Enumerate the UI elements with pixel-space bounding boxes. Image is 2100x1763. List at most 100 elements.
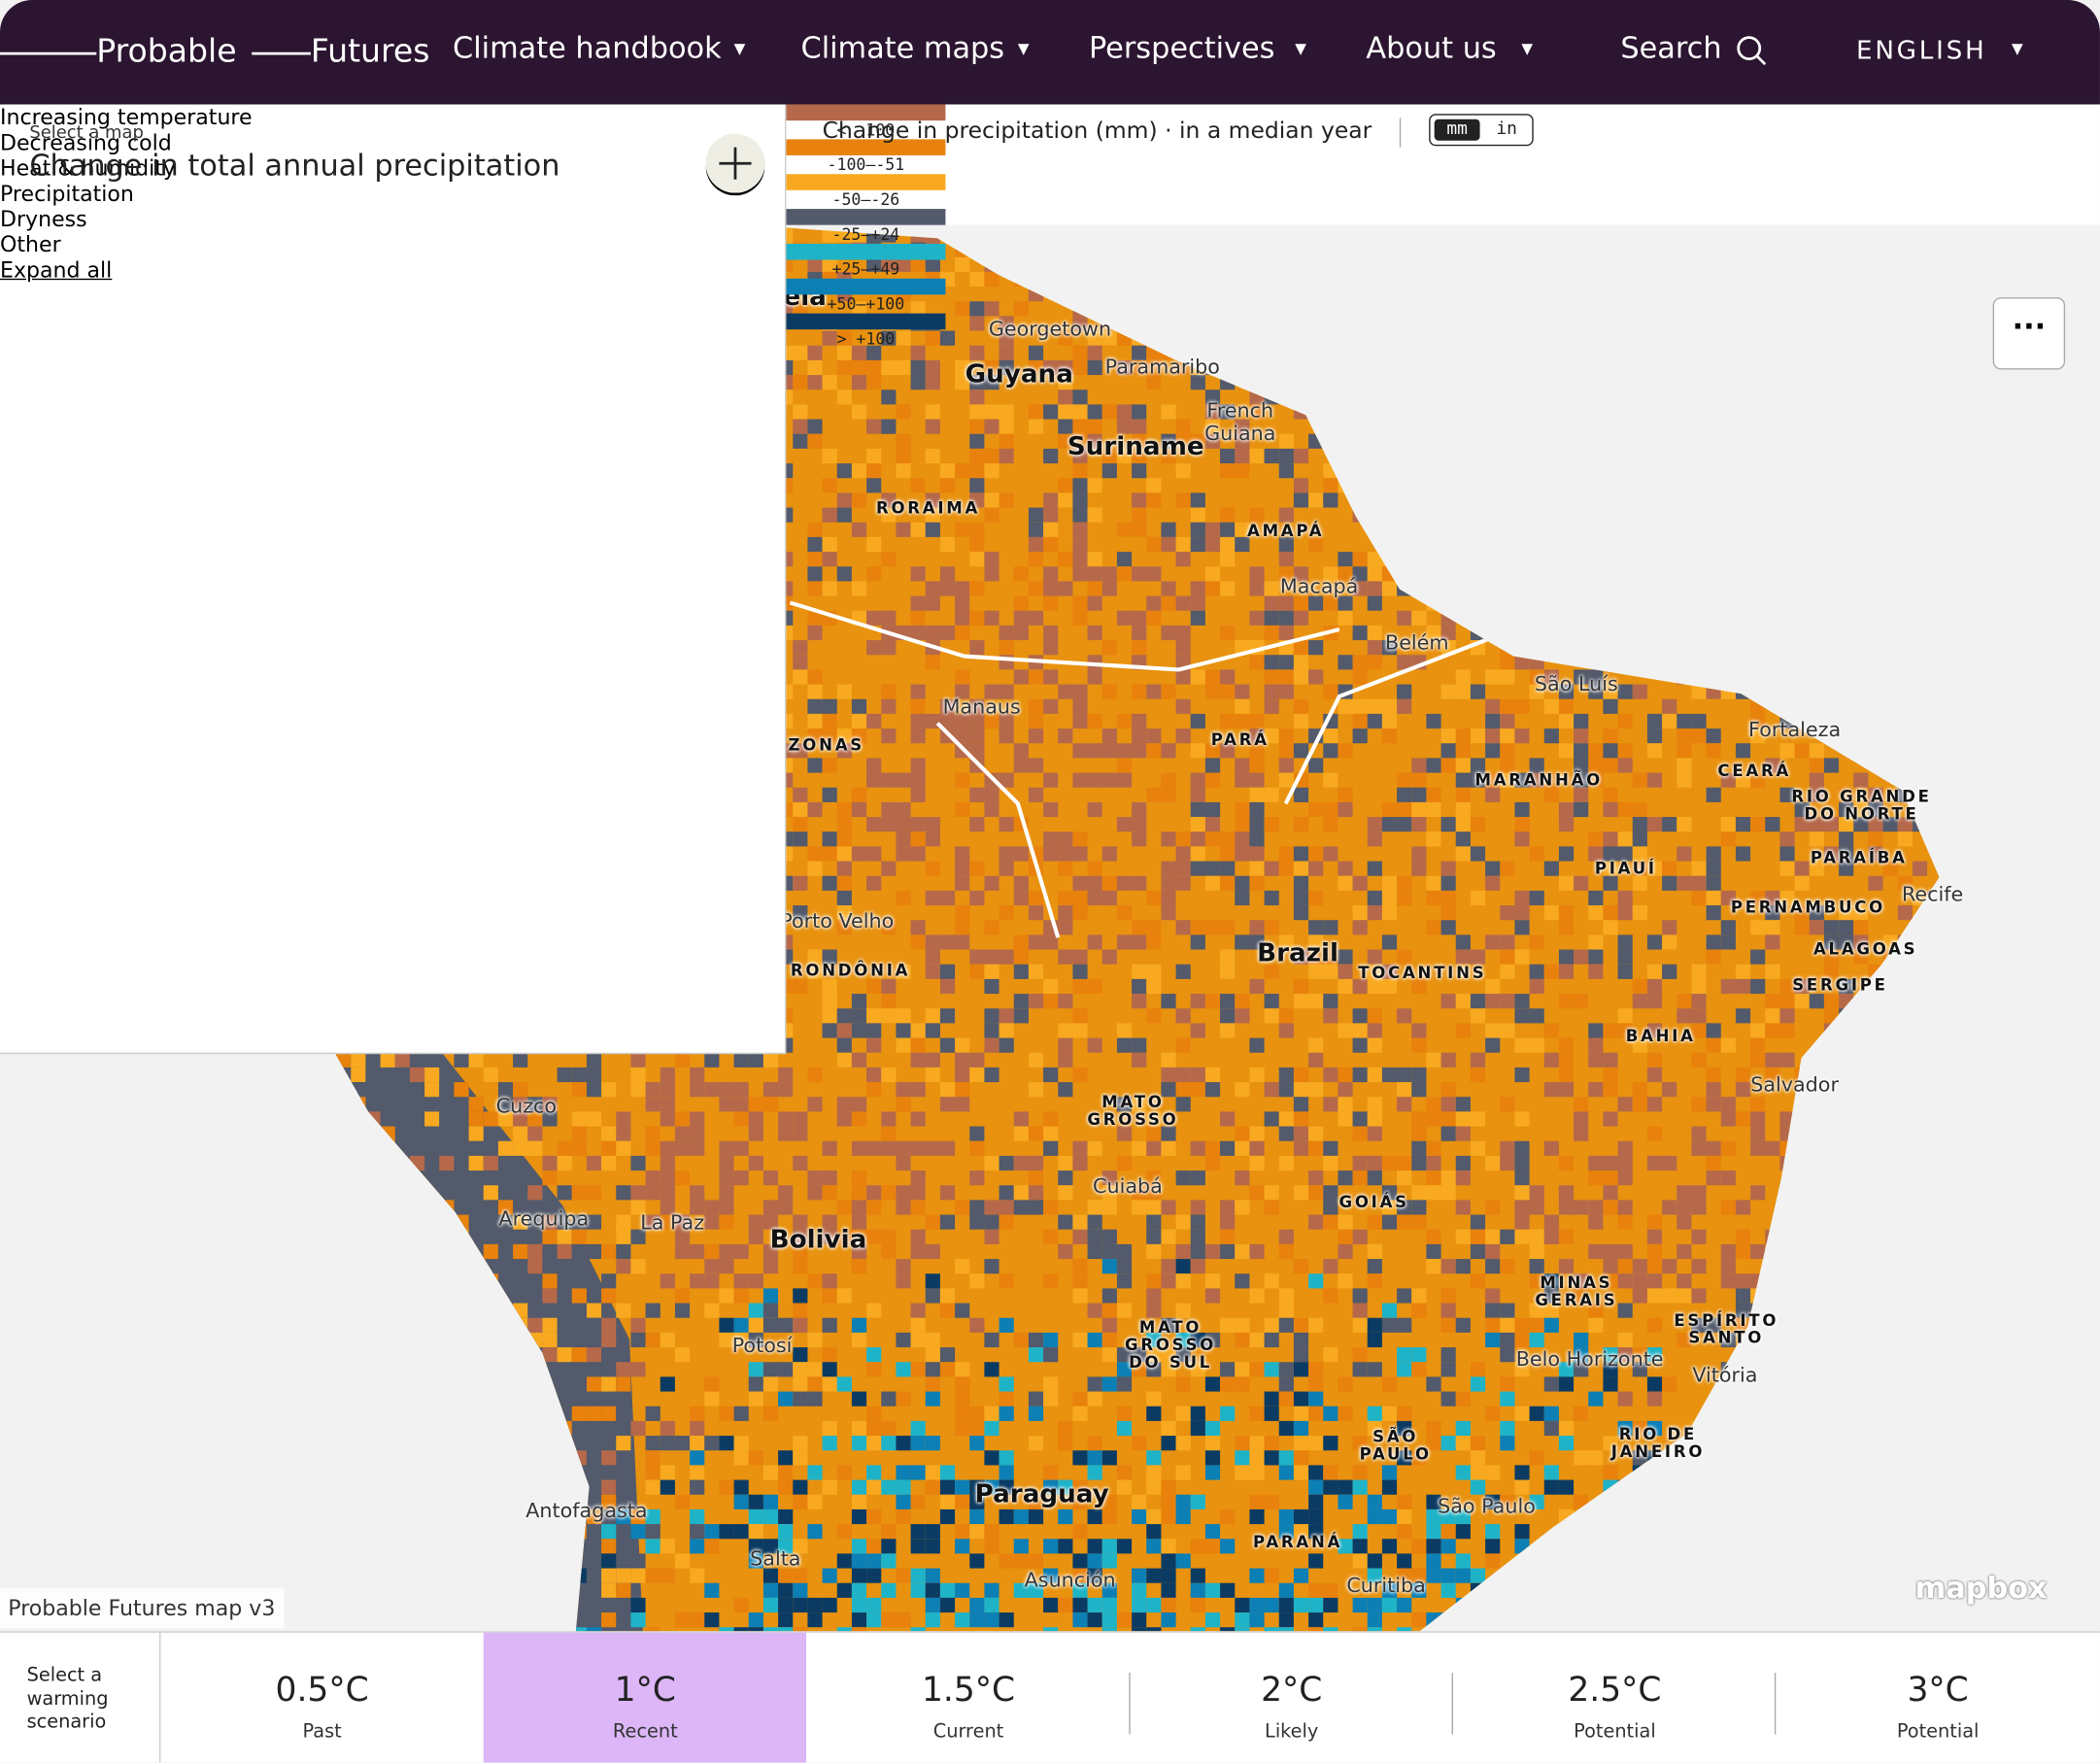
pixel — [1204, 581, 1221, 596]
pixel — [1278, 448, 1294, 464]
pixel — [999, 359, 1014, 376]
pixel — [1116, 610, 1133, 626]
pixel — [1132, 522, 1147, 537]
search-icon[interactable] — [1736, 35, 1768, 67]
pixel — [1043, 492, 1059, 508]
pixel — [1072, 345, 1088, 360]
pixel — [1072, 316, 1088, 331]
scenario-value: 2°C — [1261, 1670, 1323, 1710]
legend-swatch — [786, 209, 946, 225]
pixel — [925, 492, 940, 508]
map-label: PARÁ — [1210, 730, 1270, 750]
legend-label: -25–+24 — [831, 224, 900, 244]
map-label: PARANÁ — [1252, 1532, 1343, 1552]
caret: ▼ — [1521, 40, 1533, 58]
nav-item[interactable]: About us — [1366, 32, 1497, 66]
pixel — [822, 507, 837, 523]
language[interactable]: ENGLISH — [1856, 36, 1987, 66]
pixel — [1190, 375, 1205, 390]
scenario-option[interactable]: 0.5°C Past — [160, 1633, 483, 1763]
legend-label: -50–-26 — [831, 189, 900, 210]
pixel — [955, 581, 970, 596]
map-label: Asunción — [1024, 1568, 1116, 1593]
pixel — [1058, 330, 1073, 346]
pixel — [1249, 566, 1265, 582]
pixel — [1043, 404, 1059, 420]
search[interactable]: Search — [1620, 32, 1722, 66]
pixel — [1132, 625, 1147, 641]
map-label: AMAPÁ — [1247, 521, 1325, 541]
pixel — [1072, 463, 1088, 479]
caret: ▼ — [2011, 40, 2023, 58]
pixel — [1293, 448, 1309, 464]
scenario-option[interactable]: 1°C Recent — [484, 1632, 807, 1763]
map-label: Guyana — [965, 359, 1073, 390]
pixel — [1116, 419, 1133, 434]
category-row[interactable]: Precipitation — [0, 133, 785, 207]
pixel — [1175, 552, 1191, 567]
pixel — [969, 492, 985, 508]
nav-item[interactable]: Perspectives — [1088, 32, 1275, 66]
scenario-option[interactable]: 3°C Potential — [1777, 1633, 2099, 1763]
pixel — [925, 581, 940, 596]
scenario-option[interactable]: 1.5°C Current — [807, 1633, 1131, 1763]
attribution: Probable Futures map v3 — [0, 1588, 284, 1629]
expand-button[interactable] — [705, 133, 765, 193]
selected-map[interactable]: Change in total annual precipitation — [29, 150, 560, 184]
pixel — [896, 404, 911, 420]
pixel — [939, 625, 956, 641]
pixel — [1087, 625, 1102, 641]
category-name[interactable]: Other — [0, 231, 61, 257]
pixel — [1381, 640, 1398, 656]
pixel — [881, 256, 897, 272]
pixel — [1043, 595, 1059, 611]
unit-option[interactable]: in — [1496, 119, 1517, 140]
pixel — [881, 507, 897, 523]
pixel — [969, 522, 985, 537]
category-name[interactable]: Dryness — [0, 206, 87, 232]
pixel — [1087, 507, 1102, 523]
pixel — [807, 552, 823, 567]
pixel — [1087, 419, 1102, 434]
more-menu[interactable]: ··· — [1992, 297, 2066, 370]
scenario-option[interactable]: 2°C Likely — [1131, 1633, 1453, 1763]
pixel — [1101, 566, 1117, 582]
pixel — [822, 227, 837, 243]
map-label: Potosí — [731, 1333, 793, 1358]
pixel — [999, 419, 1014, 434]
map-label: RIO DE JANEIRO — [1610, 1424, 1706, 1462]
category-row[interactable]: Other — [0, 133, 785, 257]
pixel — [969, 316, 985, 331]
pixel — [925, 625, 940, 641]
pixel — [1190, 522, 1205, 537]
pixel — [1043, 359, 1059, 376]
pixel — [1175, 419, 1191, 434]
mapbox-logo[interactable]: mapbox — [1914, 1572, 2048, 1607]
nav-item[interactable]: Climate maps — [800, 32, 1005, 66]
pixel — [1072, 404, 1088, 420]
pixel — [1278, 566, 1294, 582]
pixel — [969, 433, 985, 449]
pixel — [1204, 390, 1221, 405]
category-row[interactable]: Dryness — [0, 133, 785, 232]
brand[interactable]: Probable — [96, 32, 237, 70]
scenario-option[interactable]: 2.5°C Potential — [1453, 1633, 1777, 1763]
pixel — [1249, 610, 1265, 626]
pixel — [925, 448, 940, 464]
pixel — [1190, 492, 1205, 508]
pixel — [955, 301, 970, 317]
expand-all[interactable]: Expand all — [0, 256, 113, 283]
unit-option[interactable]: mm — [1434, 119, 1480, 141]
brand[interactable]: Futures — [310, 32, 430, 70]
pixel — [925, 404, 940, 420]
pixel — [1028, 522, 1044, 537]
pixel — [1235, 433, 1250, 449]
pixel — [969, 552, 985, 567]
pixel — [1278, 536, 1294, 553]
nav-item[interactable]: Climate handbook — [453, 32, 722, 66]
pixel — [793, 345, 808, 360]
pixel — [1190, 433, 1205, 449]
map-label: Salvador — [1750, 1072, 1839, 1097]
category-name[interactable]: Precipitation — [0, 181, 134, 207]
unit-toggle[interactable]: mm in — [1429, 114, 1534, 147]
